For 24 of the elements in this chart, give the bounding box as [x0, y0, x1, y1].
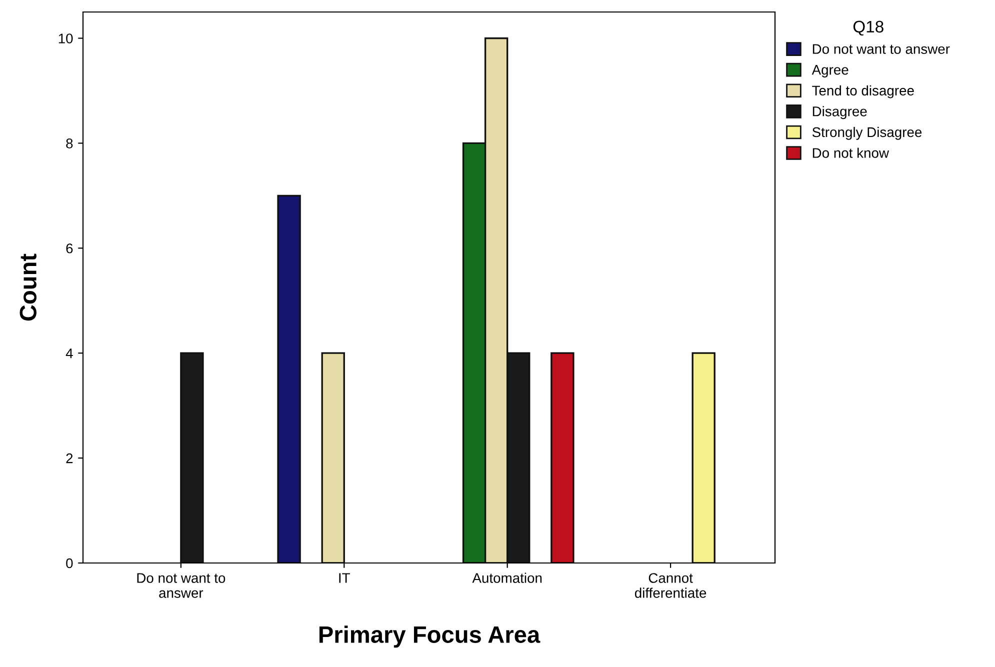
y-tick-label: 4 [66, 348, 73, 358]
y-tick-label: 6 [66, 243, 73, 254]
bar [321, 352, 345, 563]
legend-label: Strongly Disagree [812, 126, 922, 140]
bar [277, 194, 301, 563]
bar [692, 352, 716, 563]
x-axis-title: Primary Focus Area [319, 626, 540, 648]
y-axis-title: Count [20, 254, 36, 321]
legend-label: Do not know [812, 148, 890, 158]
legend-title: Q18 [853, 20, 884, 36]
x-tick-label: Cannot differentiate [634, 573, 706, 598]
legend-label: Tend to disagree [812, 85, 914, 98]
y-tick-label: 10 [58, 34, 73, 44]
y-tick-label: 0 [66, 558, 73, 568]
y-tick-label: 8 [66, 138, 73, 148]
x-tick-label: IT [339, 573, 350, 583]
x-tick-label: Automation [472, 572, 542, 583]
legend-label: Agree [812, 65, 848, 78]
x-tick-label: Do not want to answer [137, 573, 226, 598]
legend-label: Disagree [812, 106, 867, 120]
y-tick-label: 2 [66, 453, 73, 464]
legend-label: Do not want to answer [812, 44, 950, 54]
bar [550, 352, 574, 563]
bar [180, 352, 204, 563]
